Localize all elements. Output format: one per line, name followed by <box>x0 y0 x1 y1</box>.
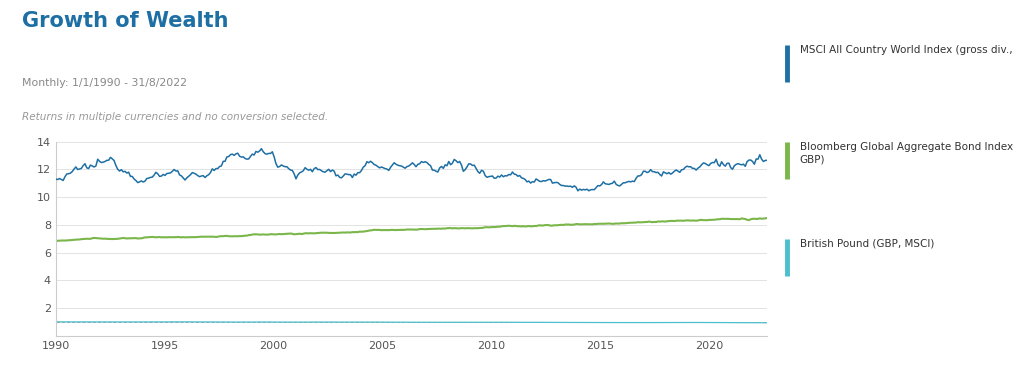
Text: Returns in multiple currencies and no conversion selected.: Returns in multiple currencies and no co… <box>22 112 328 122</box>
Text: Monthly: 1/1/1990 - 31/8/2022: Monthly: 1/1/1990 - 31/8/2022 <box>22 78 187 88</box>
Text: British Pound (GBP, MSCI): British Pound (GBP, MSCI) <box>800 239 934 249</box>
Text: Bloomberg Global Aggregate Bond Index (hedged to
GBP): Bloomberg Global Aggregate Bond Index (h… <box>800 142 1016 164</box>
Text: MSCI All Country World Index (gross div., GBP): MSCI All Country World Index (gross div.… <box>800 45 1016 55</box>
Text: Growth of Wealth: Growth of Wealth <box>22 11 229 31</box>
